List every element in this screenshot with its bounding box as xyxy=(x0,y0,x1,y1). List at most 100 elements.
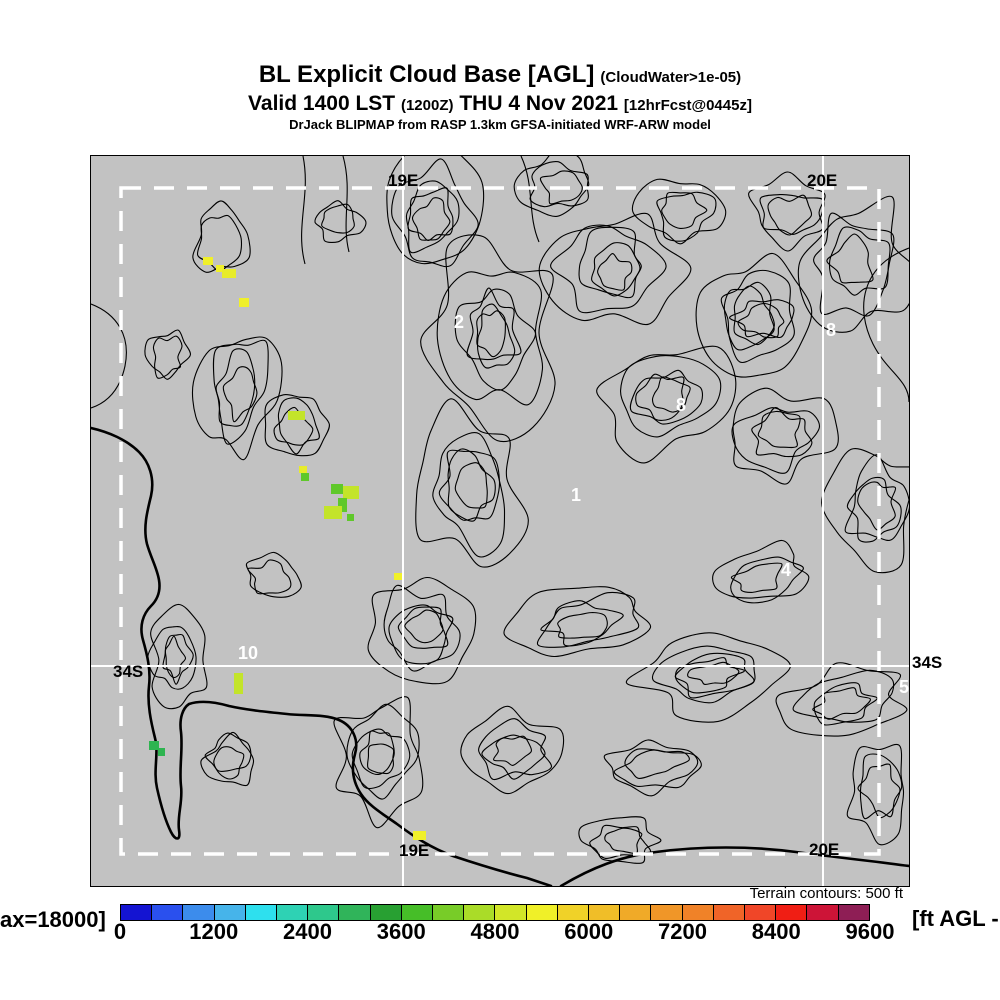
forecast-info: [12hrFcst@0445z] xyxy=(623,96,752,114)
contour-path xyxy=(404,609,444,644)
cloudbase-patch xyxy=(301,473,309,481)
contour-path xyxy=(503,586,651,658)
contour-path xyxy=(651,376,691,413)
contour-path xyxy=(591,242,641,297)
contour-path xyxy=(712,539,810,599)
contour-path xyxy=(420,234,556,442)
cloudbase-patch xyxy=(239,298,249,307)
contour-path xyxy=(342,156,350,253)
cloudbase-patch xyxy=(288,411,305,420)
colorbar-units-label: [ft AGL - m xyxy=(912,906,1000,931)
cloudbase-patch xyxy=(234,673,243,694)
contour-path xyxy=(730,562,783,593)
cloudbase-patch xyxy=(149,741,159,750)
contour-path xyxy=(493,735,533,766)
colorbar-tick-label: 4800 xyxy=(470,919,520,944)
colorbar-tick-label: 7200 xyxy=(658,919,707,944)
contour-path xyxy=(196,214,243,272)
colorbar-segment xyxy=(182,905,214,920)
colorbar-segment xyxy=(650,905,682,920)
contour-path xyxy=(730,556,804,604)
contour-path xyxy=(367,576,477,685)
title-line-1: BL Explicit Cloud Base [AGL] (CloudWater>… xyxy=(0,61,1000,89)
contour-path xyxy=(748,171,826,252)
contour-path xyxy=(661,191,708,229)
colorbar-segment xyxy=(712,905,745,920)
contour-path xyxy=(757,410,801,449)
colorbar-tick-label: 3600 xyxy=(376,919,426,944)
contour-path xyxy=(321,203,355,234)
grid-label-20e-bottom: 20E xyxy=(809,840,839,859)
contour-path xyxy=(164,635,187,679)
contour-path xyxy=(520,156,540,243)
colorbar-max-label: ax=18000] xyxy=(0,907,106,932)
colorbar-segment xyxy=(837,905,869,920)
contour-path xyxy=(578,816,662,864)
contour-path xyxy=(687,661,740,685)
contour-path xyxy=(596,345,737,464)
colorbar-segment xyxy=(463,905,495,920)
region-number: 1 xyxy=(571,485,581,505)
contour-path xyxy=(826,233,874,284)
contour-path xyxy=(359,730,395,776)
contour-path xyxy=(674,657,745,694)
cloudbase-patch xyxy=(324,506,342,519)
contour-path xyxy=(447,448,496,522)
forecast-map: 19E 20E 34S 19E 20E 2 8 8 1 4 10 5 xyxy=(90,155,910,887)
colorbar-segment xyxy=(432,905,464,920)
contour-path xyxy=(620,354,722,438)
contour-path xyxy=(213,746,245,780)
coastline xyxy=(91,426,909,886)
contour-path xyxy=(91,303,127,409)
contour-path xyxy=(351,728,411,790)
terrain-contours xyxy=(91,156,909,864)
contour-path xyxy=(476,303,516,369)
contour-path xyxy=(737,302,785,339)
cloudbase-patch xyxy=(331,484,343,494)
contour-path xyxy=(844,454,909,541)
contour-path xyxy=(391,158,479,268)
contour-path xyxy=(152,335,183,379)
contour-path xyxy=(476,310,506,358)
cloudbase-patch xyxy=(299,466,307,473)
contour-path xyxy=(407,187,454,242)
colorbar-segment xyxy=(369,905,401,920)
contour-path xyxy=(245,551,302,598)
contour-path xyxy=(388,604,454,665)
contour-path xyxy=(603,739,699,797)
contour-path xyxy=(539,170,583,205)
contour-path xyxy=(397,606,449,649)
cloudbase-patch xyxy=(343,486,359,499)
colorbar-tick-label: 9600 xyxy=(845,919,895,944)
header: BL Explicit Cloud Base [AGL] (CloudWater>… xyxy=(0,61,1000,133)
contour-path xyxy=(162,633,194,685)
contour-path xyxy=(536,591,640,648)
contour-path xyxy=(751,407,813,458)
contour-path xyxy=(366,743,395,775)
region-number: 2 xyxy=(454,312,464,332)
cloudbase-patch xyxy=(203,257,213,265)
colorbar-segment xyxy=(744,905,776,920)
colorbar-segment xyxy=(525,905,557,920)
grid-labels: 19E 20E 34S 19E 20E xyxy=(113,171,839,860)
contour-path xyxy=(150,603,208,710)
cloudbase-patch xyxy=(222,269,236,278)
contour-path xyxy=(215,348,256,427)
colorbar-segment xyxy=(494,905,526,920)
colorbar-segment xyxy=(588,905,620,920)
title-qualifier: (CloudWater>1e-05) xyxy=(600,69,742,86)
cloudbase-patch xyxy=(347,514,354,521)
contour-path xyxy=(301,156,306,265)
contour-path xyxy=(411,197,451,241)
contour-path xyxy=(597,253,633,291)
model-credit: DrJack BLIPMAP from RASP 1.3km GFSA-init… xyxy=(289,117,711,133)
valid-time: Valid 1400 LST xyxy=(248,91,396,115)
contour-path xyxy=(859,753,903,820)
contour-path xyxy=(821,448,909,574)
contour-path xyxy=(813,212,895,317)
contour-path xyxy=(720,269,795,364)
colorbar-segment xyxy=(400,905,433,920)
grid-label-19e-top: 19E xyxy=(388,171,418,190)
contour-path xyxy=(247,559,292,595)
colorbar-segment xyxy=(151,905,183,920)
